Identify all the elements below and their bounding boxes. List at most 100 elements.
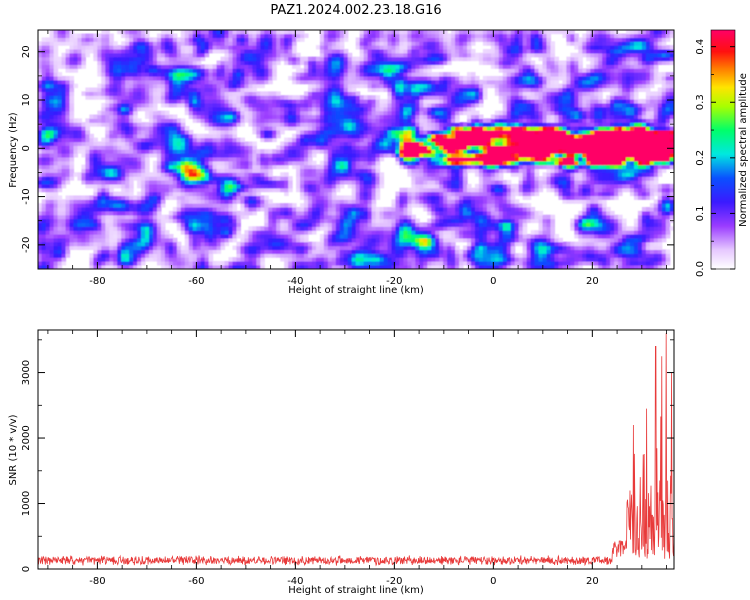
- heatmap-cell: [113, 245, 118, 251]
- heatmap-cell: [629, 183, 635, 189]
- heatmap-cell: [558, 176, 563, 181]
- heatmap-cell: [327, 160, 333, 166]
- heatmap-cell: [598, 164, 603, 170]
- heatmap-cell: [65, 199, 71, 204]
- heatmap-cell: [232, 168, 238, 173]
- heatmap-cell: [657, 137, 663, 143]
- heatmap-cell: [474, 218, 480, 224]
- heatmap-cell: [335, 172, 341, 177]
- heatmap-cell: [101, 253, 106, 258]
- heatmap-cell: [423, 203, 428, 208]
- heatmap-cell: [343, 195, 349, 200]
- heatmap-cell: [598, 253, 603, 258]
- heatmap-cell: [649, 222, 655, 227]
- heatmap-cell: [403, 253, 408, 258]
- heatmap-cell: [661, 141, 667, 146]
- heatmap-cell: [502, 249, 508, 254]
- heatmap-cell: [288, 176, 293, 181]
- heatmap-cell: [431, 249, 436, 254]
- heatmap-cell: [292, 214, 297, 220]
- heatmap-cell: [514, 149, 520, 154]
- heatmap-cell: [391, 234, 397, 239]
- heatmap-cell: [133, 253, 138, 258]
- heatmap-cell: [498, 183, 504, 189]
- heatmap-cell: [272, 207, 277, 212]
- heatmap-cell: [81, 172, 87, 177]
- heatmap-cell: [423, 241, 428, 247]
- heatmap-cell: [288, 160, 293, 166]
- heatmap-cell: [562, 168, 567, 173]
- heatmap-cell: [129, 137, 134, 143]
- heatmap-cell: [407, 172, 412, 177]
- heatmap-cell: [641, 210, 647, 216]
- heatmap-cell: [347, 199, 353, 204]
- heatmap-cell: [41, 241, 47, 247]
- heatmap-cell: [629, 176, 635, 181]
- heatmap-cell: [176, 253, 182, 258]
- heatmap-cell: [152, 226, 158, 231]
- heatmap-cell: [455, 237, 460, 243]
- heatmap-cell: [129, 172, 134, 177]
- heatmap-cell: [256, 180, 261, 185]
- heatmap-cell: [530, 245, 536, 251]
- heatmap-cell: [38, 176, 43, 181]
- heatmap-cell: [89, 222, 94, 227]
- heatmap-cell: [81, 149, 87, 154]
- heatmap-cell: [331, 253, 337, 258]
- heatmap-cell: [204, 141, 210, 146]
- heatmap-cell: [526, 153, 532, 158]
- heatmap-cell: [117, 164, 122, 170]
- heatmap-cell: [359, 234, 365, 239]
- heatmap-cell: [363, 137, 369, 143]
- heatmap-cell: [121, 156, 126, 162]
- heatmap-cell: [296, 226, 301, 231]
- heatmap-cell: [69, 172, 75, 177]
- heatmap-cell: [415, 164, 420, 170]
- heatmap-cell: [403, 199, 408, 204]
- heatmap-cell: [145, 222, 150, 227]
- heatmap-cell: [319, 264, 325, 269]
- heatmap-cell: [463, 168, 468, 173]
- heatmap-cell: [582, 203, 587, 208]
- heatmap-cell: [296, 133, 301, 139]
- heatmap-cell: [335, 260, 341, 266]
- heatmap-cell: [550, 183, 556, 189]
- heatmap-cell: [431, 137, 436, 143]
- heatmap-cell: [526, 145, 532, 150]
- heatmap-cell: [152, 218, 158, 224]
- heatmap-cell: [649, 195, 655, 200]
- heatmap-cell: [590, 203, 595, 208]
- heatmap-cell: [590, 176, 595, 181]
- heatmap-cell: [156, 176, 162, 181]
- heatmap-cell: [455, 264, 460, 269]
- heatmap-cell: [482, 160, 488, 166]
- heatmap-cell: [665, 141, 671, 146]
- heatmap-cell: [653, 257, 659, 262]
- heatmap-cell: [435, 180, 440, 185]
- heatmap-cell: [570, 187, 575, 193]
- heatmap-cell: [498, 222, 504, 227]
- heatmap-cell: [510, 218, 516, 224]
- heatmap-cell: [81, 145, 87, 150]
- heatmap-cell: [343, 137, 349, 143]
- heatmap-cell: [574, 180, 579, 185]
- heatmap-cell: [319, 203, 325, 208]
- heatmap-cell: [514, 203, 520, 208]
- heatmap-cell: [629, 164, 635, 170]
- heatmap-cell: [558, 191, 563, 197]
- heatmap-cell: [331, 203, 337, 208]
- heatmap-cell: [77, 172, 83, 177]
- heatmap-cell: [49, 149, 55, 154]
- heatmap-cell: [470, 257, 476, 262]
- heatmap-cell: [323, 176, 329, 181]
- heatmap-cell: [125, 249, 130, 254]
- heatmap-cell: [403, 260, 408, 266]
- heatmap-cell: [256, 156, 261, 162]
- heatmap-cell: [327, 264, 333, 269]
- heatmap-cell: [81, 237, 87, 243]
- heatmap-cell: [637, 230, 643, 235]
- heatmap-cell: [459, 210, 464, 216]
- heatmap-cell: [542, 145, 548, 150]
- heatmap-cell: [653, 253, 659, 258]
- heatmap-cell: [156, 164, 162, 170]
